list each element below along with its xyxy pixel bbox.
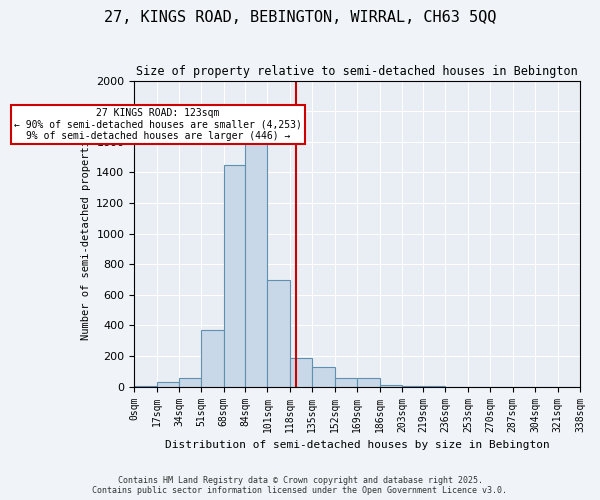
Bar [357, 378, 380, 386]
Bar [179, 378, 202, 386]
Bar [290, 358, 312, 386]
Bar [202, 330, 224, 386]
Text: Contains HM Land Registry data © Crown copyright and database right 2025.
Contai: Contains HM Land Registry data © Crown c… [92, 476, 508, 495]
Bar [380, 385, 402, 386]
Bar [245, 142, 268, 386]
Text: 27 KINGS ROAD: 123sqm
← 90% of semi-detached houses are smaller (4,253)
9% of se: 27 KINGS ROAD: 123sqm ← 90% of semi-deta… [14, 108, 302, 142]
Bar [268, 280, 290, 386]
Bar [224, 164, 245, 386]
X-axis label: Distribution of semi-detached houses by size in Bebington: Distribution of semi-detached houses by … [165, 440, 550, 450]
Text: 27, KINGS ROAD, BEBINGTON, WIRRAL, CH63 5QQ: 27, KINGS ROAD, BEBINGTON, WIRRAL, CH63 … [104, 10, 496, 25]
Y-axis label: Number of semi-detached properties: Number of semi-detached properties [81, 128, 91, 340]
Title: Size of property relative to semi-detached houses in Bebington: Size of property relative to semi-detach… [136, 65, 578, 78]
Bar [312, 367, 335, 386]
Bar [157, 382, 179, 386]
Bar [335, 378, 357, 386]
